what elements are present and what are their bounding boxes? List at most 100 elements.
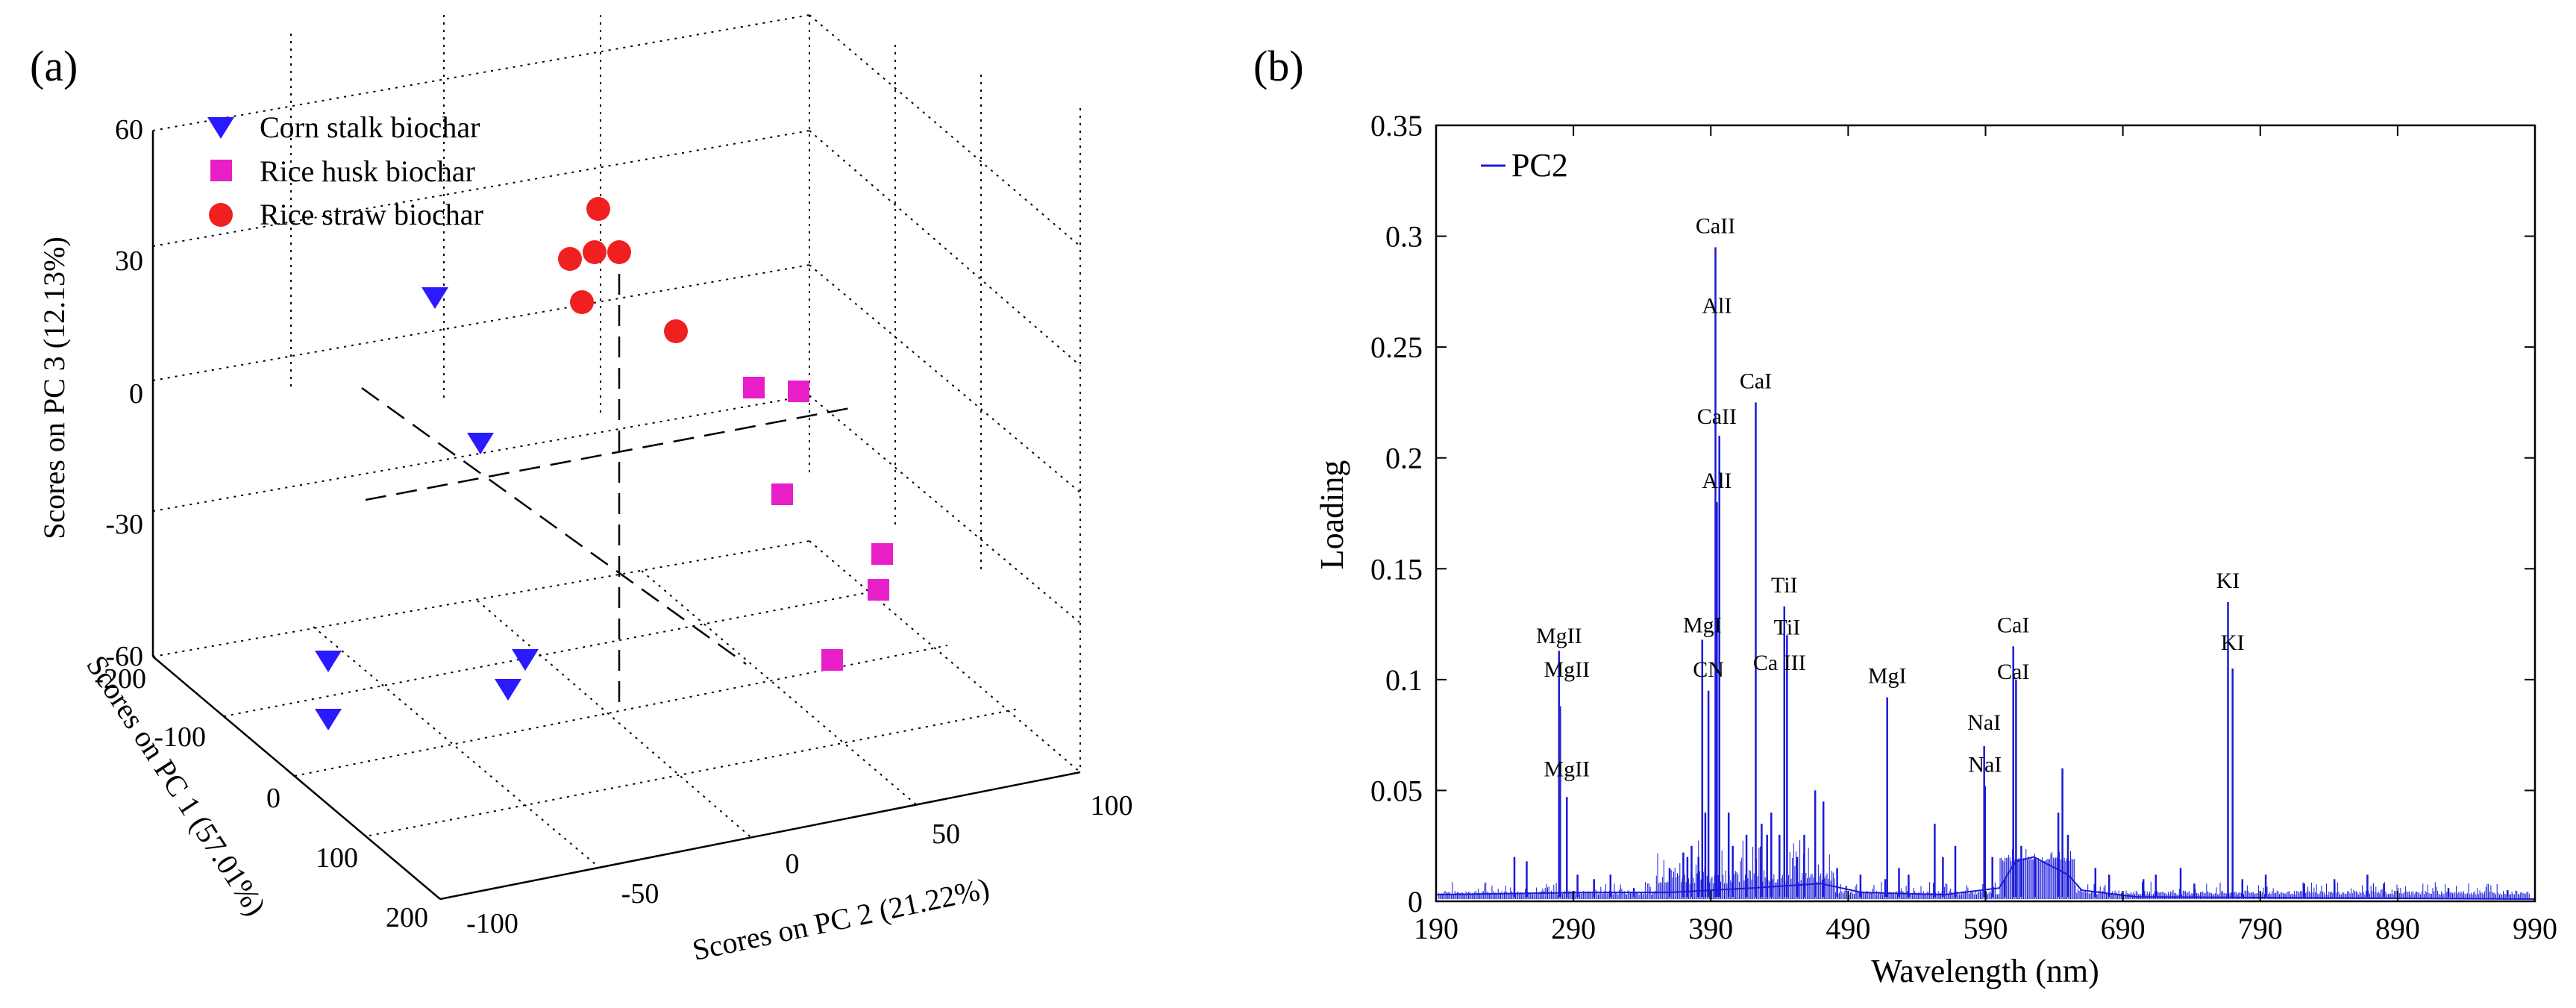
panel-a: (a) 60 30 0 -30 -60 -200 -100 0 100 bbox=[30, 14, 1133, 967]
peak-label: Ca III bbox=[1753, 651, 1806, 675]
center-line-pc1 bbox=[361, 386, 747, 666]
panel-b-label: (b) bbox=[1253, 42, 1304, 90]
x-tick-label: 390 bbox=[1688, 912, 1733, 945]
pc1-tick-label: -100 bbox=[154, 721, 206, 753]
peak-label: CaI bbox=[1740, 369, 1772, 394]
data-point-straw bbox=[583, 240, 607, 264]
data-point-corn bbox=[315, 709, 342, 730]
peak-label: KI bbox=[2221, 630, 2245, 655]
x-tick-label: 890 bbox=[2375, 912, 2420, 945]
y-tick-label: 0.2 bbox=[1385, 442, 1423, 475]
y-tick-label: 0.05 bbox=[1370, 774, 1423, 807]
pc2-ticks: -100 -50 0 50 100 bbox=[466, 790, 1132, 939]
x-tick-label: 690 bbox=[2101, 912, 2146, 945]
data-point-husk bbox=[743, 377, 765, 398]
z-tick-label: 30 bbox=[115, 245, 143, 277]
data-point-straw bbox=[586, 197, 610, 221]
peak-label: MgI bbox=[1683, 613, 1722, 637]
legend-marker-husk bbox=[210, 160, 232, 181]
x-axis-title: Wavelength (nm) bbox=[1871, 953, 2099, 989]
pc2-tick-label: 0 bbox=[786, 848, 800, 880]
grid-line bbox=[809, 395, 1081, 624]
x-tick-label: 990 bbox=[2513, 912, 2557, 945]
x-tick-label: 590 bbox=[1964, 912, 2008, 945]
peak-label: NaI bbox=[1968, 753, 2002, 777]
y-tick-label: 0.35 bbox=[1370, 109, 1423, 143]
pc1-ticks: -200 -100 0 100 200 bbox=[94, 663, 428, 933]
peak-label: AlI bbox=[1702, 469, 1732, 493]
pc1-tick-label: 0 bbox=[266, 783, 281, 814]
peak-label: MgII bbox=[1536, 624, 1582, 648]
data-point-corn bbox=[495, 679, 521, 701]
pc2-axis-title: Scores on PC 2 (21.22%) bbox=[689, 871, 992, 967]
z-tick-label: -60 bbox=[105, 641, 143, 672]
peak-label: NaI bbox=[1967, 710, 2001, 735]
grid-line bbox=[809, 264, 1081, 493]
series-rice-straw bbox=[558, 197, 688, 343]
x-tick-label: 290 bbox=[1551, 912, 1596, 945]
legend-marker-corn bbox=[207, 117, 234, 139]
legend-label-pc2: PC2 bbox=[1511, 147, 1568, 184]
data-point-corn bbox=[315, 651, 342, 672]
pc2-tick-label: -100 bbox=[466, 908, 518, 939]
peak-label: AlI bbox=[1702, 294, 1732, 319]
pc2-axis-line bbox=[439, 771, 1081, 901]
z-tick-label: -30 bbox=[105, 509, 143, 540]
peak-label: MgII bbox=[1544, 757, 1590, 782]
grid-line bbox=[641, 570, 918, 807]
pc2-tick-label: -50 bbox=[621, 878, 659, 910]
grid-line bbox=[152, 264, 810, 381]
y-axis-title: Loading bbox=[1314, 460, 1350, 570]
spectrum-series-pc2 bbox=[1435, 247, 2536, 900]
peak-label: KI bbox=[2216, 569, 2240, 593]
grid-line bbox=[809, 14, 1081, 247]
x-tick-label: 190 bbox=[1414, 912, 1458, 945]
peak-label: MgI bbox=[1868, 664, 1907, 689]
grid-line bbox=[152, 395, 810, 512]
panel-b-ticks: 190 290 390 490 590 690 790 890 990 0 0.05 0.1 0.15 0… bbox=[1370, 109, 2557, 945]
peak-label: TiI bbox=[1771, 573, 1798, 598]
panel-a-axes bbox=[151, 131, 1081, 901]
pc3-axis-title: Scores on PC 3 (12.13%) bbox=[37, 237, 71, 539]
peak-annotations: MgII MgII MgII MgI CN CaII AlI CaII AlI CaI TiI TiI… bbox=[1536, 214, 2245, 782]
center-line-pc2 bbox=[365, 405, 859, 501]
peak-label: MgII bbox=[1544, 657, 1590, 682]
x-tick-label: 490 bbox=[1826, 912, 1870, 945]
pc1-axis-title: Scores on PC 1 (57.01%) bbox=[80, 649, 273, 921]
grid-line bbox=[223, 589, 885, 717]
y-tick-label: 0.3 bbox=[1385, 220, 1423, 254]
grid-line bbox=[294, 645, 948, 777]
pc2-tick-label: 100 bbox=[1091, 790, 1133, 821]
peak-label: CN bbox=[1693, 657, 1724, 682]
legend-label-corn: Corn stalk biochar bbox=[260, 110, 480, 144]
data-point-husk bbox=[788, 381, 809, 402]
grid-line bbox=[369, 708, 1019, 836]
data-point-straw bbox=[607, 240, 631, 264]
series-rice-husk bbox=[743, 377, 893, 671]
data-point-corn bbox=[512, 649, 539, 671]
peak-label: CaI bbox=[1997, 613, 2029, 637]
pc1-tick-label: -200 bbox=[94, 663, 146, 695]
grid-line bbox=[809, 130, 1081, 366]
data-point-straw bbox=[558, 247, 582, 271]
x-tick-label: 790 bbox=[2238, 912, 2283, 945]
peak-label: CaII bbox=[1696, 214, 1735, 239]
data-point-husk bbox=[868, 579, 889, 601]
legend-marker-straw bbox=[209, 203, 233, 227]
data-point-corn bbox=[422, 287, 448, 309]
series-corn-stalk bbox=[315, 287, 539, 730]
grid-line bbox=[809, 540, 1081, 773]
data-point-corn bbox=[467, 433, 494, 454]
panel-a-label: (a) bbox=[30, 42, 78, 90]
data-point-husk bbox=[771, 483, 793, 505]
panel-a-center-lines bbox=[361, 242, 859, 713]
grid-line bbox=[477, 600, 754, 840]
y-tick-label: 0.1 bbox=[1385, 663, 1423, 697]
data-point-husk bbox=[871, 543, 893, 565]
data-point-straw bbox=[570, 290, 594, 314]
peak-label: TiI bbox=[1774, 615, 1801, 639]
panel-b-legend: PC2 bbox=[1481, 147, 1568, 184]
data-point-straw bbox=[664, 319, 688, 343]
pc1-tick-label: 200 bbox=[386, 902, 428, 933]
